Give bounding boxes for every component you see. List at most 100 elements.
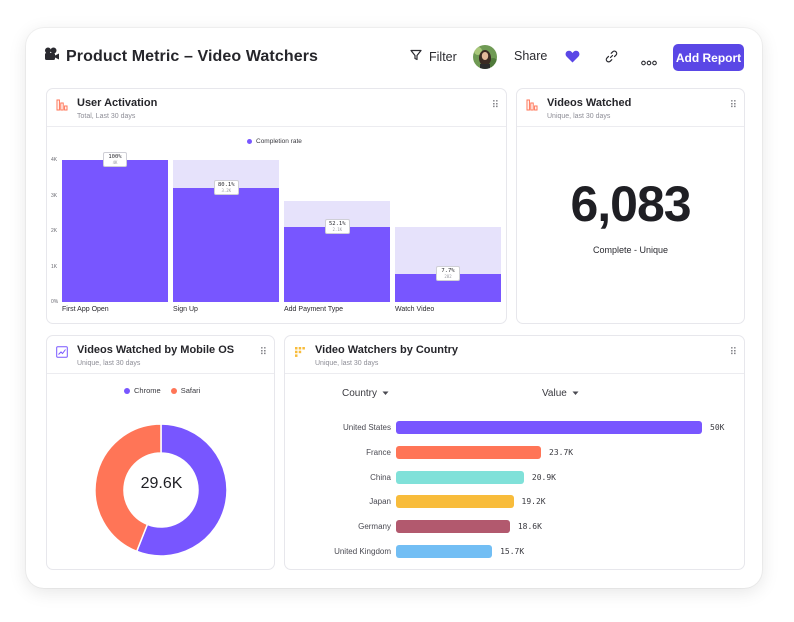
country-label: Germany bbox=[358, 522, 391, 532]
link-icon[interactable] bbox=[605, 50, 618, 68]
data-label: 52.1% 2.1K bbox=[325, 219, 350, 235]
country-label: United Kingdom bbox=[334, 547, 391, 556]
filter-label: Filter bbox=[429, 49, 457, 64]
drag-handle-icon[interactable]: ⠿ bbox=[491, 100, 499, 111]
metric-caption: Complete - Unique bbox=[592, 245, 669, 255]
data-label-percent: 7.7% bbox=[441, 267, 455, 274]
filter-button[interactable]: Filter bbox=[410, 49, 457, 64]
videos-watched-card: Videos Watched Unique, last 30 days ⠿ 6,… bbox=[516, 88, 745, 324]
donut-slice-chrome bbox=[135, 423, 228, 557]
legend-label: Completion rate bbox=[256, 138, 302, 145]
value-column-selector[interactable]: Value bbox=[542, 388, 579, 399]
country-value: 50K bbox=[710, 423, 725, 432]
data-label: 100% 4K bbox=[103, 152, 127, 167]
add-report-button[interactable]: Add Report bbox=[673, 44, 744, 71]
card-title: Video Watchers by Country bbox=[315, 344, 459, 356]
country-value: 18.6K bbox=[517, 522, 542, 532]
donut-chart bbox=[94, 423, 228, 557]
country-bar bbox=[396, 421, 702, 434]
data-label-count: 3.2K bbox=[221, 188, 232, 194]
country-value: 15.7K bbox=[500, 547, 525, 556]
country-value: 19.2K bbox=[521, 497, 546, 507]
data-label-percent: 100% bbox=[108, 154, 122, 160]
chevron-down-icon bbox=[382, 388, 389, 399]
share-button[interactable]: Share bbox=[514, 49, 547, 63]
data-label-percent: 80.1% bbox=[218, 182, 235, 189]
card-header: Videos Watched Unique, last 30 days ⠿ bbox=[517, 89, 744, 127]
card-title: User Activation bbox=[77, 97, 158, 109]
card-subtitle: Unique, last 30 days bbox=[315, 360, 379, 367]
funnel-bar bbox=[173, 188, 279, 302]
metric-value: 6,083 bbox=[570, 176, 691, 232]
data-label-count: 282 bbox=[444, 273, 452, 279]
data-label: 7.7% 282 bbox=[436, 265, 460, 281]
heart-icon[interactable] bbox=[565, 50, 580, 68]
data-label: 80.1% 3.2K bbox=[214, 180, 239, 196]
value-column-label: Value bbox=[542, 388, 567, 399]
title-wrap: Product Metric – Video Watchers bbox=[44, 47, 318, 66]
by-country-card: Video Watchers by Country Unique, last 3… bbox=[284, 335, 745, 570]
dashboard-window: Product Metric – Video Watchers Filter S… bbox=[26, 28, 762, 588]
data-label-percent: 52.1% bbox=[329, 221, 346, 228]
mobile-os-card: Videos Watched by Mobile OS Unique, last… bbox=[46, 335, 275, 570]
country-label: China bbox=[370, 472, 391, 482]
card-header: User Activation Total, Last 30 days ⠿ bbox=[47, 89, 506, 127]
legend-label-safari: Safari bbox=[180, 386, 201, 395]
country-label: United States bbox=[342, 423, 391, 432]
pie-legend: Chrome Safari bbox=[124, 386, 200, 395]
card-subtitle: Unique, last 30 days bbox=[77, 360, 141, 367]
country-value: 23.7K bbox=[549, 447, 574, 457]
country-bar bbox=[396, 445, 542, 459]
country-column-label: Country bbox=[342, 388, 378, 399]
drag-handle-icon[interactable]: ⠿ bbox=[729, 100, 737, 111]
chevron-down-icon bbox=[572, 388, 579, 399]
donut-center-label: 29.6K bbox=[140, 475, 183, 492]
chart-legend: Completion rate bbox=[247, 138, 302, 145]
card-header: Videos Watched by Mobile OS Unique, last… bbox=[47, 336, 274, 374]
card-title: Videos Watched by Mobile OS bbox=[77, 344, 235, 356]
dashboard-header: Product Metric – Video Watchers Filter S… bbox=[26, 28, 762, 88]
card-subtitle: Unique, last 30 days bbox=[547, 113, 611, 120]
y-tick-label: 4K bbox=[51, 157, 58, 163]
country-bar bbox=[396, 520, 510, 534]
line-chart-icon bbox=[56, 345, 68, 363]
drag-handle-icon[interactable]: ⠿ bbox=[729, 347, 737, 358]
country-value: 20.9K bbox=[531, 472, 556, 482]
country-label: Japan bbox=[369, 497, 391, 507]
y-tick-label: 1K bbox=[51, 263, 58, 270]
card-title: Videos Watched bbox=[547, 97, 632, 109]
country-bar bbox=[396, 545, 493, 558]
share-label: Share bbox=[514, 49, 548, 63]
x-category-label: Add Payment Type bbox=[284, 306, 344, 313]
filter-icon bbox=[410, 49, 422, 64]
drag-handle-icon[interactable]: ⠿ bbox=[259, 347, 267, 358]
x-category-label: Sign Up bbox=[173, 306, 198, 313]
legend-label-chrome: Chrome bbox=[134, 386, 161, 395]
legend-swatch bbox=[247, 139, 252, 144]
donut-slice-safari bbox=[94, 423, 162, 553]
more-icon[interactable] bbox=[641, 53, 657, 71]
funnel-bar bbox=[62, 160, 168, 302]
data-label-count: 4K bbox=[112, 160, 118, 165]
funnel-bar bbox=[284, 227, 390, 302]
avatar[interactable] bbox=[473, 45, 497, 69]
y-tick-label: 3K bbox=[51, 192, 58, 199]
country-column-selector[interactable]: Country bbox=[342, 388, 389, 399]
data-label-count: 2.1K bbox=[332, 227, 343, 233]
x-category-label: Watch Video bbox=[395, 306, 435, 313]
legend-swatch-safari bbox=[170, 387, 177, 394]
card-header: Video Watchers by Country Unique, last 3… bbox=[285, 336, 744, 374]
user-activation-card: User Activation Total, Last 30 days ⠿ Co… bbox=[46, 88, 507, 324]
card-subtitle: Total, Last 30 days bbox=[77, 113, 136, 120]
camera-icon bbox=[44, 47, 60, 66]
y-tick-label: 2K bbox=[51, 228, 58, 234]
x-category-label: First App Open bbox=[62, 306, 109, 313]
country-bar bbox=[396, 495, 514, 509]
country-bar bbox=[396, 470, 524, 484]
country-label: France bbox=[366, 447, 391, 457]
funnel-chart-icon bbox=[526, 98, 538, 116]
y-tick-label: 0% bbox=[51, 299, 59, 305]
funnel-chart-icon bbox=[56, 98, 68, 116]
bar-list-icon bbox=[294, 345, 306, 363]
legend-swatch-chrome bbox=[124, 387, 130, 394]
